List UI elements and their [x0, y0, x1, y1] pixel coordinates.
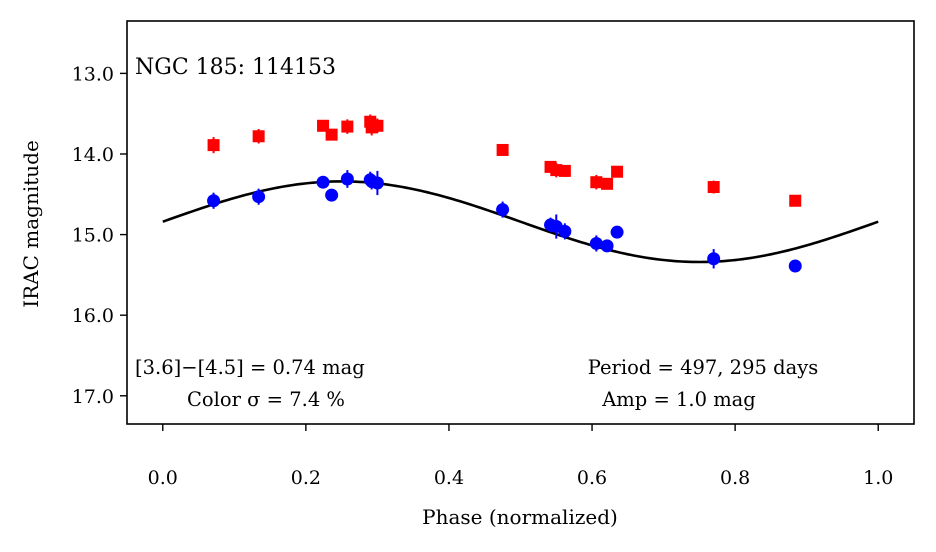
y-tick-label: 13.0 [72, 63, 114, 85]
ticks-layer: 0.0 0.2 0.4 0.6 0.8 1.0 13.0 14.0 15.0 16.0 17.0 [72, 63, 894, 489]
data-point [789, 194, 802, 207]
data-marker-square [207, 139, 220, 152]
x-tick-label: 0.2 [291, 467, 321, 489]
data-point [316, 175, 330, 189]
period-annotation: Period = 497, 295 days [588, 356, 818, 379]
y-tick-label: 17.0 [72, 386, 114, 408]
data-marker-square [590, 176, 603, 189]
color-sigma-annotation: Color σ = 7.4 % [187, 388, 345, 411]
data-marker-square [325, 128, 338, 141]
x-tick-label: 0.0 [148, 467, 178, 489]
data-marker-square [341, 120, 354, 133]
data-marker-circle [600, 239, 614, 253]
data-point [207, 192, 221, 209]
data-point [496, 201, 510, 218]
data-marker-square [496, 143, 509, 156]
data-point [252, 188, 266, 205]
data-marker-square [611, 165, 624, 178]
y-tick-label: 15.0 [72, 225, 114, 247]
data-point [325, 128, 338, 141]
x-tick-label: 0.4 [434, 467, 464, 489]
amplitude-annotation: Amp = 1.0 mag [601, 388, 756, 411]
fit-curve [162, 180, 879, 264]
data-point [611, 165, 624, 178]
data-point [252, 129, 265, 144]
x-axis-label: Phase (normalized) [422, 505, 618, 529]
chart-title: NGC 185: 114153 [135, 55, 336, 80]
data-marker-circle [370, 176, 384, 190]
data-marker-circle [316, 175, 330, 189]
plot-frame [126, 20, 915, 425]
x-tick-label: 1.0 [863, 467, 893, 489]
data-marker-circle [589, 236, 603, 250]
data-point [371, 118, 384, 134]
color-annotation: [3.6]−[4.5] = 0.74 mag [135, 356, 365, 379]
data-point [590, 174, 603, 190]
data-marker-circle [707, 252, 721, 266]
data-marker-square [707, 181, 720, 194]
data-marker-circle [207, 194, 221, 208]
data-point [207, 137, 220, 154]
data-marker-square [789, 194, 802, 207]
data-point [370, 170, 384, 196]
data-point [340, 170, 354, 188]
data-point [558, 164, 571, 177]
data-marker-circle [496, 203, 510, 217]
data-marker-circle [558, 224, 572, 238]
data-marker-circle [610, 225, 624, 239]
data-marker-circle [788, 259, 802, 273]
y-tick-label: 14.0 [72, 144, 114, 166]
data-marker-square [558, 164, 571, 177]
data-point [788, 259, 802, 273]
data-point [558, 223, 572, 240]
data-marker-square [371, 119, 384, 132]
data-marker-circle [252, 190, 266, 204]
data-marker-circle [340, 172, 354, 186]
data-marker-square [252, 130, 265, 143]
data-point [589, 235, 603, 252]
x-tick-label: 0.8 [720, 467, 750, 489]
data-point [601, 177, 614, 190]
data-point [325, 188, 339, 202]
data-point [707, 249, 721, 269]
data-point [496, 143, 509, 156]
data-point [341, 119, 354, 134]
data-point [600, 239, 614, 253]
x-tick-label: 0.6 [577, 467, 607, 489]
data-marker-circle [325, 188, 339, 202]
data-marker-square [601, 177, 614, 190]
data-point [610, 225, 624, 239]
plot-layer [162, 114, 879, 273]
y-axis-label: IRAC magnitude [19, 140, 43, 308]
y-tick-label: 16.0 [72, 305, 114, 327]
data-point [707, 180, 720, 194]
